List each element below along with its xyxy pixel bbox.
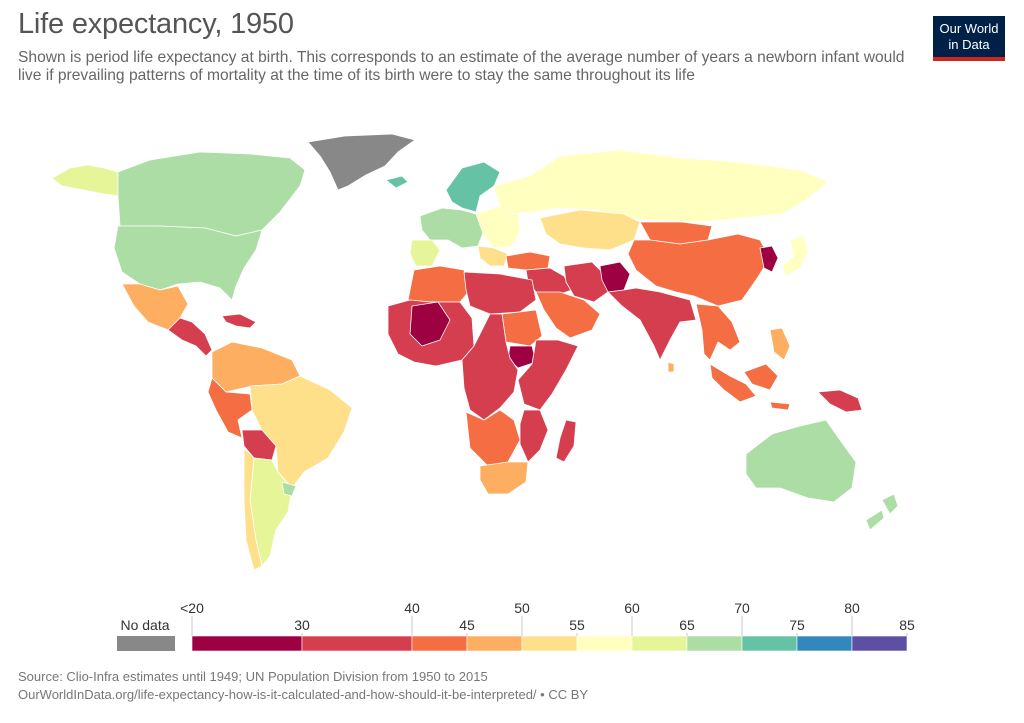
region-iberia[interactable] (409, 239, 441, 267)
region-greenland[interactable] (307, 133, 416, 191)
legend-bin-3[interactable] (466, 635, 523, 652)
legend-tick-top-0: <20 (180, 600, 204, 616)
region-alaska[interactable] (51, 164, 121, 197)
region-peru[interactable] (207, 377, 253, 439)
region-central-america[interactable] (167, 317, 213, 357)
legend-tick-bottom-5: 85 (899, 617, 915, 633)
legend-bin-7[interactable] (686, 635, 743, 652)
region-australia[interactable] (745, 419, 857, 503)
legend-bin-6[interactable] (631, 635, 688, 652)
owid-logo[interactable]: Our World in Data (933, 16, 1005, 61)
legend-tick-bottom-0: 30 (294, 617, 310, 633)
legend-tick-bottom-1: 45 (459, 617, 475, 633)
legend-no-data-swatch (117, 636, 175, 651)
region-turkey[interactable] (505, 251, 551, 271)
region-russia[interactable] (493, 149, 829, 223)
region-chile[interactable] (243, 447, 263, 571)
legend-bin-4[interactable] (521, 635, 578, 652)
region-east-africa[interactable] (517, 339, 579, 411)
region-new-guinea[interactable] (817, 389, 863, 413)
region-kazakhstan[interactable] (539, 209, 641, 251)
region-north-africa-east[interactable] (463, 271, 537, 315)
legend-tick-top-4: 70 (734, 600, 750, 616)
region-scandinavia[interactable] (445, 161, 501, 213)
logo-line-1: Our World (939, 21, 999, 36)
region-madagascar[interactable] (555, 419, 577, 463)
region-southern-africa-west[interactable] (465, 409, 521, 467)
region-south-africa[interactable] (479, 461, 529, 495)
region-mozambique[interactable] (519, 409, 549, 463)
chart-subtitle: Shown is period life expectancy at birth… (18, 49, 905, 84)
region-japan[interactable] (781, 235, 809, 277)
region-philippines[interactable] (769, 327, 791, 361)
region-mexico[interactable] (121, 283, 189, 331)
region-south-asia[interactable] (607, 287, 697, 361)
region-korea[interactable] (759, 245, 779, 273)
legend-tick-bottom-4: 75 (789, 617, 805, 633)
region-mali[interactable] (409, 301, 451, 347)
world-map (51, 133, 899, 571)
legend-bin-1[interactable] (301, 635, 413, 652)
legend-bin-8[interactable] (741, 635, 798, 652)
region-arabia[interactable] (535, 291, 601, 339)
region-balkans[interactable] (477, 245, 509, 267)
region-north-africa-west[interactable] (407, 265, 471, 303)
source-note: Source: Clio-Infra estimates until 1949;… (18, 669, 488, 684)
region-usa[interactable] (113, 225, 263, 301)
region-canada[interactable] (117, 151, 306, 237)
region-uruguay[interactable] (281, 481, 297, 497)
legend-tick-top-5: 80 (844, 600, 860, 616)
region-caribbean[interactable] (221, 313, 257, 329)
chart-footer: Source: Clio-Infra estimates until 1949;… (18, 668, 588, 704)
chart-title: Life expectancy, 1950 (18, 8, 294, 40)
legend-tick-top-1: 40 (404, 600, 420, 616)
region-iran[interactable] (563, 261, 609, 303)
legend-bin-9[interactable] (796, 635, 853, 652)
region-mainland-southeast-asia[interactable] (695, 303, 741, 361)
color-legend: No data <20 40 50 60 70 80 30 45 55 65 75 85 (117, 600, 915, 652)
source-link[interactable]: OurWorldInData.org/life-expectancy-how-i… (18, 687, 589, 702)
region-central-africa[interactable] (461, 313, 519, 421)
logo-line-2: in Data (948, 37, 990, 52)
legend-tick-bottom-3: 65 (679, 617, 695, 633)
legend-no-data-label: No data (120, 617, 169, 633)
legend-tick-top-3: 60 (624, 600, 640, 616)
legend-bin-2[interactable] (411, 635, 468, 652)
legend-tick-bottom-2: 55 (569, 617, 585, 633)
legend-bin-5[interactable] (576, 635, 633, 652)
legend-tick-top-2: 50 (514, 600, 530, 616)
region-new-zealand[interactable] (865, 493, 899, 531)
region-indonesia[interactable] (709, 363, 791, 411)
region-sri-lanka[interactable] (667, 361, 675, 373)
legend-bin-0[interactable] (191, 635, 303, 652)
region-iceland[interactable] (385, 175, 409, 189)
region-china[interactable] (627, 233, 771, 307)
legend-bin-10[interactable] (851, 635, 908, 652)
